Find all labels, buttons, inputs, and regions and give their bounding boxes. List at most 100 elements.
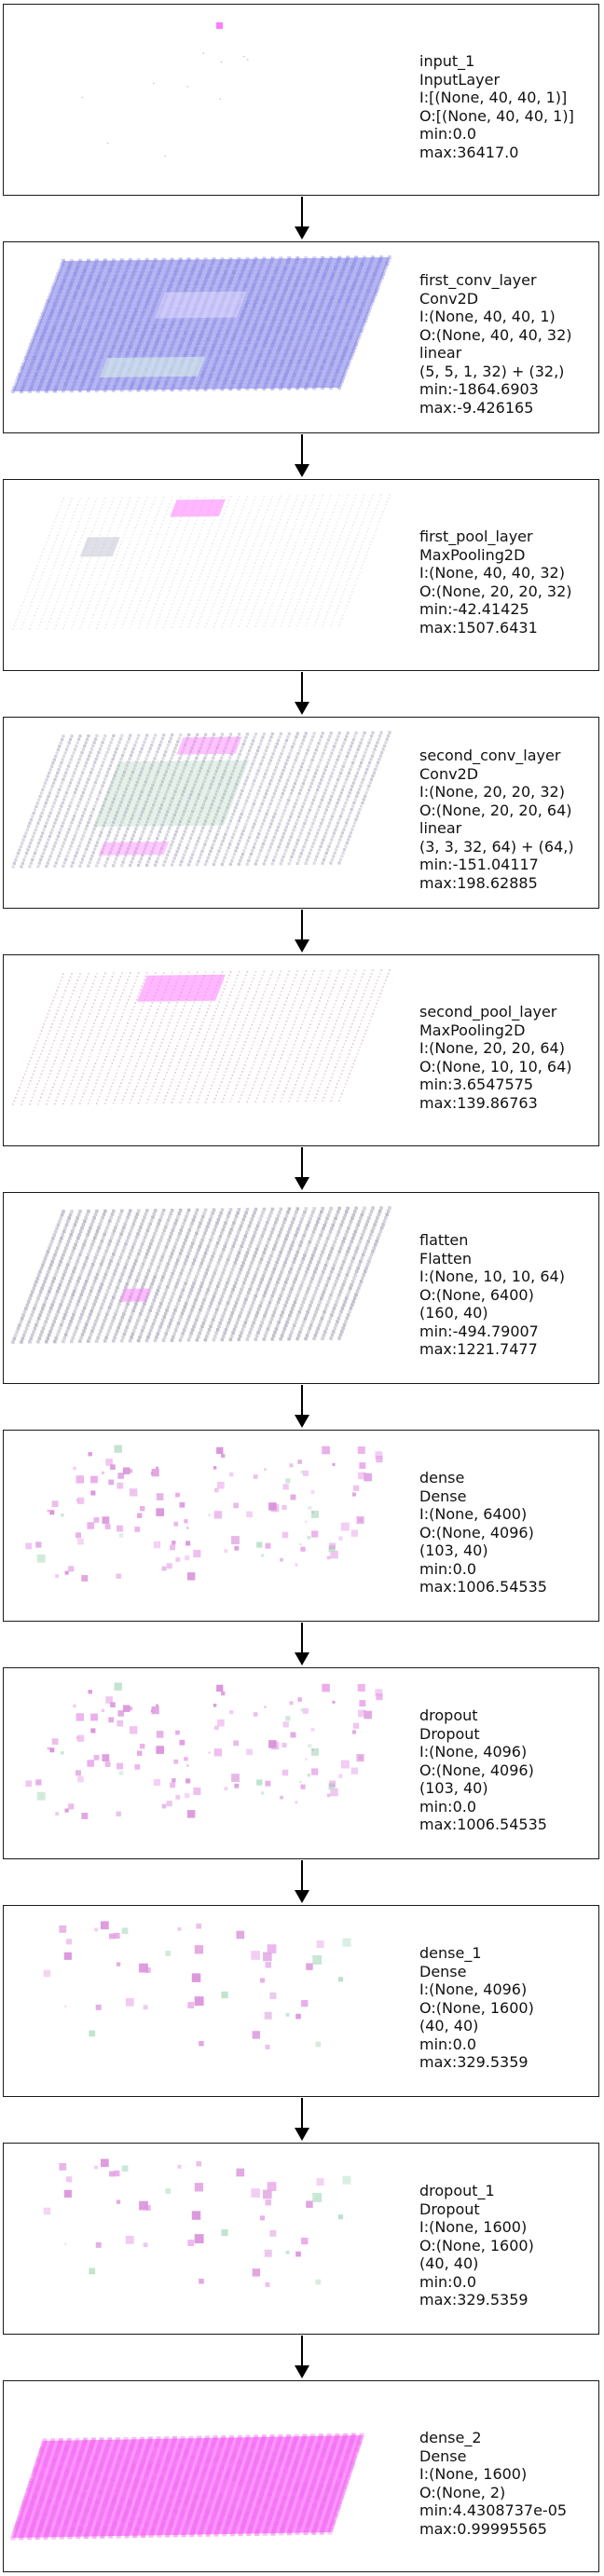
layer-detail: I:(None, 6400) <box>419 1505 528 1523</box>
layer-type: MaxPooling2D <box>419 1021 526 1039</box>
layer-type: Flatten <box>419 1249 472 1267</box>
layer-detail: I:(None, 20, 20, 32) <box>419 783 565 801</box>
arrow-shaft <box>301 2098 303 2130</box>
layer-detail: max:329.5359 <box>419 2291 528 2309</box>
layer-detail: I:(None, 40, 40, 32) <box>419 564 565 582</box>
input-cell <box>81 96 84 99</box>
layer-type: MaxPooling2D <box>419 545 526 564</box>
input-cell <box>220 61 223 63</box>
layer-detail: I:(None, 40, 40, 1) <box>419 308 556 325</box>
activation-scatter <box>43 1921 351 2049</box>
flow-arrow <box>295 672 309 717</box>
input-cell <box>164 155 167 158</box>
layer-box-second_pool_layer: second_pool_layer MaxPooling2D I:(None, 20… <box>3 954 599 1146</box>
arrow-head <box>295 939 309 952</box>
input-cell <box>202 52 205 54</box>
layer-detail: max:1507.6431 <box>419 618 538 637</box>
activation-peak <box>137 974 226 1002</box>
activation-visualization <box>12 969 391 1105</box>
layer-box-input_1: input_1 InputLayer I:[(None, 40, 40, 1)] O:… <box>3 4 599 196</box>
activation-grid <box>12 494 391 630</box>
layer-name: first_conv_layer <box>419 271 537 289</box>
activation-grid <box>10 2432 364 2541</box>
layer-detail: I:(None, 20, 20, 64) <box>419 1039 565 1057</box>
arrow-shaft <box>301 1860 303 1892</box>
layer-detail: min:0.0 <box>419 2035 477 2053</box>
layer-type: Dropout <box>419 2199 480 2218</box>
layer-detail: linear <box>419 819 462 837</box>
layer-box-second_conv_layer: second_conv_layer Conv2D I:(None, 20, 20, … <box>3 717 599 909</box>
arrow-shaft <box>301 2336 303 2367</box>
arrow-shaft <box>301 434 303 466</box>
flow-arrow <box>295 2336 309 2380</box>
arrow-head <box>295 464 309 477</box>
layer-detail: I:(None, 1600) <box>419 2465 528 2483</box>
activation-grid <box>11 731 391 869</box>
layer-info: dropout_1 Dropout I:(None, 1600) O:(None, 1… <box>419 2182 597 2309</box>
layer-detail: (40, 40) <box>419 2254 479 2272</box>
layer-name: second_pool_layer <box>419 1003 557 1021</box>
layer-box-first_pool_layer: first_pool_layer MaxPooling2D I:(None, 40,… <box>3 479 599 671</box>
activation-highlight <box>79 537 120 557</box>
input-peak-cell <box>216 22 223 29</box>
layer-detail: max:1006.54535 <box>419 1578 547 1596</box>
layer-detail: min:-42.41425 <box>419 600 529 618</box>
input-cell <box>106 142 109 144</box>
flow-arrow <box>295 197 309 241</box>
layer-detail: max:-9.426165 <box>419 398 534 417</box>
activation-visualization <box>25 1682 383 1819</box>
layer-detail: O:(None, 6400) <box>419 1285 534 1304</box>
activation-peak <box>176 736 242 755</box>
layer-detail: (3, 3, 32, 64) + (64,) <box>419 837 574 856</box>
input-cell <box>153 82 155 85</box>
layer-detail: min:-151.04117 <box>419 856 539 873</box>
arrow-head <box>295 2365 309 2378</box>
activation-visualization <box>10 2432 364 2541</box>
arrow-head <box>295 1890 309 1903</box>
layer-name: dense_2 <box>419 2429 482 2446</box>
layer-type: Conv2D <box>419 289 479 308</box>
layer-detail: I:[(None, 40, 40, 1)] <box>419 89 568 106</box>
layer-detail: min:4.4308737e-05 <box>419 2501 568 2519</box>
layer-name: dropout <box>419 1706 478 1724</box>
layer-detail: (103, 40) <box>419 1541 488 1559</box>
flow-arrow <box>295 1385 309 1430</box>
layer-box-first_conv_layer: first_conv_layer Conv2D I:(None, 40, 40, 1… <box>3 241 599 433</box>
layer-name: dense_1 <box>419 1944 482 1962</box>
layer-info: dense Dense I:(None, 6400) O:(None, 4096) (1… <box>419 1469 597 1596</box>
input-cell <box>246 59 249 61</box>
layer-name: dropout_1 <box>419 2182 495 2199</box>
layer-detail: max:1006.54535 <box>419 1816 547 1833</box>
input-cell <box>242 55 245 58</box>
layer-info: dense_2 Dense I:(None, 1600) O:(None, 2) min… <box>419 2429 597 2538</box>
layer-detail: (160, 40) <box>419 1304 488 1322</box>
layer-detail: I:(None, 1600) <box>419 2218 528 2236</box>
layer-detail: min:0.0 <box>419 125 477 143</box>
flow-arrow <box>295 2098 309 2143</box>
layer-info: flatten Flatten I:(None, 10, 10, 64) O:(Non… <box>419 1231 597 1359</box>
arrow-head <box>295 1415 309 1428</box>
activation-grid <box>12 969 391 1105</box>
layer-detail: max:1221.7477 <box>419 1340 538 1358</box>
layer-detail: I:(None, 10, 10, 64) <box>419 1267 565 1285</box>
layer-info: second_conv_layer Conv2D I:(None, 20, 20, … <box>419 747 597 892</box>
activation-highlight <box>93 760 250 828</box>
layer-detail: min:0.0 <box>419 2272 477 2291</box>
activation-visualization <box>81 22 249 158</box>
layer-type: Dropout <box>419 1724 480 1743</box>
arrow-head <box>295 702 309 715</box>
layer-name: first_pool_layer <box>419 528 533 545</box>
activation-scatter <box>25 1445 383 1582</box>
layer-detail: (40, 40) <box>419 2017 479 2035</box>
activation-scatter <box>43 2158 351 2287</box>
activation-visualization <box>11 731 391 869</box>
activation-visualization <box>43 1921 351 2049</box>
activation-visualization <box>25 1445 383 1582</box>
layer-type: InputLayer <box>419 70 501 89</box>
layer-type: Dense <box>419 1487 467 1505</box>
flow-arrow <box>295 910 309 954</box>
layer-detail: O:(None, 1600) <box>419 1998 534 2017</box>
layer-box-dense_2: dense_2 Dense I:(None, 1600) O:(None, 2) min… <box>3 2380 599 2572</box>
activation-grid <box>11 1206 391 1344</box>
